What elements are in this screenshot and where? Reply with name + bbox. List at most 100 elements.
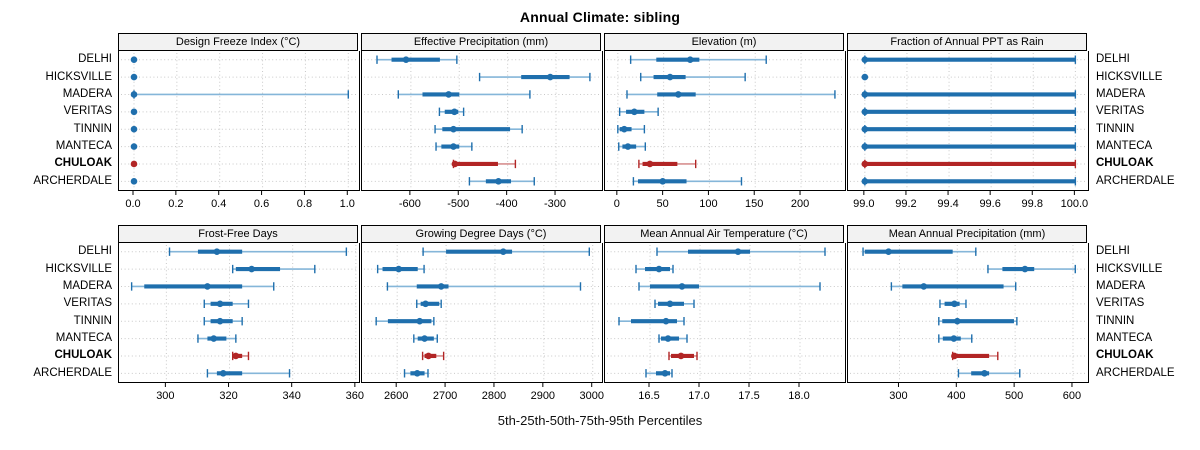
tick-label: 150 (745, 198, 763, 210)
tick-label: 2600 (384, 390, 408, 402)
site-label-right: DELHI (1096, 245, 1130, 258)
tick-label: 340 (283, 390, 301, 402)
series-manteca (938, 334, 973, 343)
series-delhi (862, 247, 977, 256)
tick-label: 100.0 (1061, 198, 1089, 210)
series-delhi (376, 55, 458, 64)
series-archerdale (130, 178, 138, 185)
series-chuloak (638, 159, 697, 169)
x-axis-effective-precipitation: -600 -500 -400 -300 (399, 191, 566, 210)
site-label-left: DELHI (78, 245, 112, 258)
series-hicksville (861, 73, 869, 81)
series-tinnin (618, 316, 685, 326)
series-hicksville (130, 73, 138, 81)
site-label-left: TINNIN (73, 122, 112, 135)
series-chuloak (130, 160, 138, 168)
series-chuloak (231, 351, 250, 361)
tick-label: 500 (1005, 390, 1023, 402)
tick-label: 300 (156, 390, 174, 402)
panel-header-effective-precipitation: Effective Precipitation (mm) (361, 33, 601, 51)
tick-label: -500 (447, 198, 469, 210)
gridlines (364, 245, 600, 380)
tick-label: 1.0 (340, 198, 355, 210)
series-tinnin (130, 125, 138, 133)
tick-label: 2900 (531, 390, 555, 402)
series-tinnin (617, 124, 646, 134)
tick-label: 2700 (433, 390, 457, 402)
site-label-right: VERITAS (1096, 105, 1145, 118)
series-hicksville (635, 264, 674, 274)
panel-grid: DELHI HICKSVILLE MADERA VERITAS TINNIN MANTEC… (0, 33, 1200, 404)
tick-label: 0.6 (254, 198, 269, 210)
series-hicksville (640, 72, 746, 82)
series-tinnin (203, 316, 243, 326)
series-chuloak (951, 351, 999, 361)
series-manteca (618, 142, 647, 151)
site-label-right: CHULOAK (1096, 157, 1154, 170)
series-veritas (130, 108, 138, 116)
panel-effective-precipitation: Effective Precipitation (mm) -600 -500 -400… (361, 33, 603, 212)
site-label-right: DELHI (1096, 53, 1130, 66)
panel-canvas-elevation (604, 51, 846, 191)
series-archerdale (206, 369, 291, 378)
gridlines (364, 53, 600, 188)
tick-label: -300 (544, 198, 566, 210)
panel-canvas-fraction-annual-ppt-as-rain (847, 51, 1089, 191)
series-veritas (939, 299, 967, 309)
series-hicksville (376, 264, 425, 274)
site-label-left: VERITAS (63, 105, 112, 118)
series-madera (638, 282, 821, 291)
tick-label: 0.0 (125, 198, 140, 210)
series-veritas (654, 299, 695, 309)
site-label-right: MADERA (1096, 87, 1146, 100)
series-manteca (130, 143, 138, 150)
site-label-left: TINNIN (73, 314, 112, 327)
tick-label: 2800 (482, 390, 506, 402)
series-archerdale (632, 177, 743, 186)
tick-label: 99.8 (1022, 198, 1043, 210)
series-archerdale (645, 369, 673, 378)
panel-canvas-design-freeze-index (118, 51, 360, 191)
series-chuloak (421, 351, 445, 361)
tick-label: 100 (699, 198, 717, 210)
tick-label: 600 (1063, 390, 1081, 402)
gridlines (850, 53, 1086, 188)
tick-label: 99.0 (853, 198, 874, 210)
panel-mean-annual-air-temperature: Mean Annual Air Temperature (°C) 16.5 17.0… (604, 225, 846, 404)
series-chuloak (668, 351, 698, 361)
panel-header-fraction-annual-ppt-as-rain: Fraction of Annual PPT as Rain (847, 33, 1087, 51)
x-axis-mean-annual-air-temperature: 16.5 17.0 17.5 18.0 (638, 383, 810, 402)
site-label-left: VERITAS (63, 297, 112, 310)
panel-frost-free-days: Frost-Free Days 300 320 340 360 (118, 225, 364, 404)
series-veritas (861, 107, 1077, 117)
percentiles-caption: 5th-25th-50th-75th-95th Percentiles (497, 413, 703, 428)
tick-label: 3000 (579, 390, 603, 402)
tick-label: 99.2 (895, 198, 916, 210)
series-madera (386, 282, 582, 291)
series-delhi (656, 247, 826, 256)
x-axis-elevation: 0 50 100 150 200 (614, 191, 809, 210)
x-axis-mean-annual-precipitation: 300 400 500 600 (889, 383, 1081, 402)
series-archerdale (957, 369, 1021, 378)
tick-label: 0.4 (211, 198, 226, 210)
series-veritas (618, 107, 659, 117)
site-label-right: MADERA (1096, 279, 1146, 292)
series-manteca (658, 334, 688, 343)
tick-label: 300 (889, 390, 907, 402)
x-axis-growing-degree-days: 2600 2700 2800 2900 3000 (384, 383, 604, 402)
tick-label: 200 (791, 198, 809, 210)
x-axis-frost-free-days: 300 320 340 360 (156, 383, 364, 402)
site-label-right: ARCHERDALE (1096, 366, 1175, 379)
series-madera (861, 90, 1077, 99)
panel-canvas-mean-annual-air-temperature (604, 243, 846, 383)
panel-design-freeze-index: Design Freeze Index (°C) 0.0 0.2 0.4 0.6 0.8 1… (118, 33, 360, 212)
tick-label: 17.0 (688, 390, 709, 402)
site-label-left: MADERA (62, 87, 112, 100)
tick-label: 0 (614, 198, 620, 210)
series-hicksville (231, 264, 316, 274)
tick-label: 16.5 (638, 390, 659, 402)
site-label-left: MANTECA (55, 140, 112, 153)
site-label-right: TINNIN (1096, 314, 1135, 327)
site-label-left: ARCHERDALE (33, 366, 112, 379)
panel-growing-degree-days: Growing Degree Days (°C) 2600 2700 2800 2900… (361, 225, 604, 404)
